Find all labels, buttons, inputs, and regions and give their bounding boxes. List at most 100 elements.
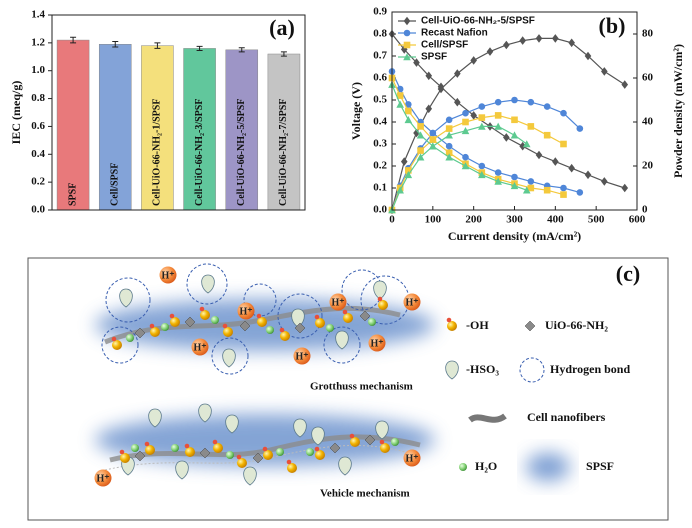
x-tick-label: 200 [465, 214, 482, 226]
proton [191, 338, 209, 356]
marker [429, 129, 437, 137]
marker [462, 153, 469, 161]
cell-nanofiber [468, 413, 507, 423]
marker [519, 141, 526, 151]
marker [416, 153, 425, 161]
oh-group [237, 458, 247, 468]
water [226, 451, 234, 459]
marker [560, 191, 567, 198]
marker [461, 162, 470, 170]
marker [416, 131, 425, 139]
marker [404, 171, 413, 179]
y2-tick-label: 20 [642, 160, 654, 172]
oh-h [256, 313, 262, 319]
water [276, 448, 284, 456]
oh-group [263, 450, 273, 460]
oh-h [349, 433, 355, 439]
marker [511, 116, 518, 124]
marker [503, 133, 510, 142]
oh-h [119, 449, 125, 455]
mechanism-label: Grotthuss mechanism [310, 381, 413, 393]
oh-h [212, 439, 218, 445]
sulfonic-group [445, 360, 459, 380]
y2-tick-label: 0 [642, 204, 648, 216]
uio-particle [294, 322, 306, 334]
sulfonic-group [201, 274, 215, 294]
legend-label: SPSF [586, 459, 614, 473]
proton [329, 293, 347, 311]
oh-group [257, 317, 267, 327]
marker [552, 34, 559, 43]
sulfonic-group [335, 330, 349, 350]
hydrogen-bond [243, 283, 277, 317]
marker [445, 153, 453, 161]
proton [94, 469, 112, 487]
proton-label: H⁺ [193, 342, 206, 353]
proton-label: H⁺ [295, 351, 308, 362]
bar [141, 45, 174, 211]
marker [621, 80, 629, 89]
error-bar [280, 51, 287, 57]
oh-group [380, 443, 390, 453]
oh-group [315, 318, 325, 328]
sulfonic-group [291, 308, 305, 328]
marker [535, 34, 543, 43]
x-tick-label: 300 [506, 214, 523, 226]
oh-group [170, 317, 180, 327]
marker [584, 51, 592, 61]
marker [522, 186, 531, 194]
oh-h [314, 446, 320, 452]
hydrogen-bond [323, 326, 361, 364]
marker [425, 71, 433, 81]
sulfonic-group [375, 420, 389, 440]
marker [494, 98, 502, 106]
y2-tick-label: 60 [642, 72, 654, 84]
legend-marker [403, 41, 411, 49]
y-tick-label: 0.2 [31, 176, 45, 188]
y-tick-label: 0.1 [373, 182, 387, 194]
proton [293, 347, 311, 365]
oh-group [447, 321, 457, 331]
marker [417, 147, 424, 154]
uio-particle [184, 316, 196, 328]
marker [511, 173, 518, 181]
proton [403, 449, 421, 467]
legend-label: -OH [466, 318, 489, 332]
oh-group [378, 300, 388, 310]
legend-label: UiO-66-NH₂ [545, 318, 608, 332]
oh-h [446, 317, 452, 323]
marker [429, 136, 437, 143]
legend-label: Cell nanofibers [527, 410, 606, 424]
oh-h [111, 336, 117, 342]
oh-group [185, 447, 195, 457]
legend-label: Cell-UiO-66-NH₂-5/SPSF [421, 16, 535, 27]
marker [576, 189, 584, 196]
x-tick-label: 100 [425, 214, 442, 226]
water [368, 318, 376, 326]
uio-particle [364, 434, 376, 446]
marker [543, 186, 551, 194]
y-tick-label: 0.0 [373, 204, 387, 216]
x-tick-label: Cell/SPSF [110, 163, 121, 206]
y2-tick-label: 40 [642, 116, 654, 128]
sulfonic-group [293, 418, 307, 438]
legend-label: Hydrogen bond [550, 362, 630, 376]
marker [560, 184, 567, 192]
oh-h [236, 454, 242, 460]
marker [445, 125, 453, 132]
oh-h [377, 296, 383, 302]
x-tick-label: Cell-UiO-66-NH₂-1/SPSF [152, 99, 163, 206]
proton-label: H⁺ [370, 338, 383, 349]
marker [584, 170, 592, 180]
water [131, 444, 139, 452]
oh-group [315, 450, 325, 460]
voltage-line [391, 33, 625, 189]
proton [368, 334, 386, 352]
legend-marker [403, 53, 411, 61]
axis-frame [51, 14, 306, 211]
legend-label: Recast Nafion [421, 28, 488, 39]
uio-particle [252, 452, 264, 464]
marker [494, 177, 502, 185]
proton-label: H⁺ [96, 473, 109, 484]
x-tick-label: Cell-UiO-66-NH₂-5/SPSF [236, 99, 247, 206]
